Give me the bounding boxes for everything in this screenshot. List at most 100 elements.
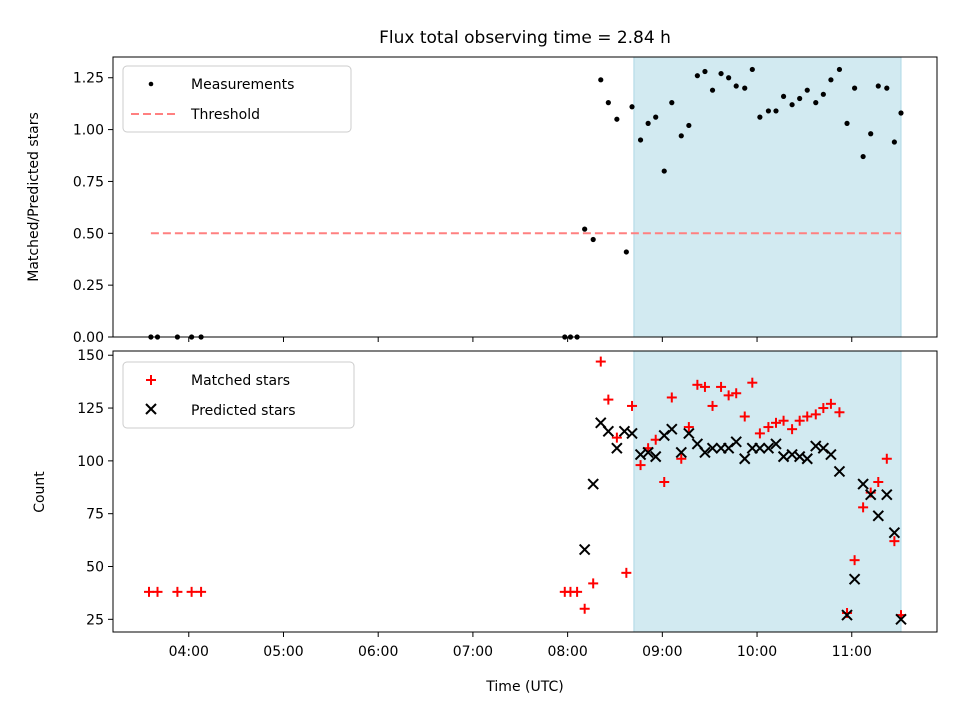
legend-measurements-label: Measurements — [191, 77, 294, 93]
matched-star-point — [588, 578, 599, 589]
measurement-point — [828, 77, 834, 83]
measurement-point — [686, 122, 692, 129]
measurement-point — [868, 131, 874, 137]
x-tick-label: 06:00 — [358, 644, 398, 660]
measurement-point — [765, 108, 772, 114]
matched-star-point — [849, 555, 860, 566]
bottom-observing-window-shade — [633, 350, 902, 633]
measurement-point — [733, 83, 739, 89]
predicted-star-point — [841, 609, 853, 621]
matched-star-point — [770, 417, 781, 428]
measurement-point — [709, 87, 716, 93]
matched-star-point — [143, 586, 154, 597]
measurement-point — [623, 249, 629, 255]
legend-matched-label: Matched stars — [191, 373, 290, 389]
predicted-star-point — [611, 442, 623, 454]
matched-star-point — [186, 586, 197, 597]
legend-threshold-label: Threshold — [190, 107, 260, 123]
bottom-y-tick-label: 75 — [86, 507, 104, 523]
bottom-panel: 25 50 75 100 125 150 04:00 05:00 06:00 07:00 08:00… — [32, 348, 938, 695]
predicted-star-point — [739, 453, 751, 465]
predicted-star-point — [777, 450, 790, 463]
x-tick-label: 09:00 — [642, 644, 682, 660]
matched-star-point — [572, 586, 583, 597]
predicted-star-point — [888, 526, 901, 539]
bottom-y-tick-label: 25 — [86, 612, 104, 628]
measurement-point — [598, 77, 604, 83]
measurement-point — [726, 75, 732, 81]
matched-star-point — [676, 453, 687, 464]
predicted-star-point — [706, 442, 719, 454]
predicted-star-point — [675, 446, 687, 459]
predicted-star-point — [730, 436, 742, 448]
matched-star-point — [794, 415, 805, 426]
x-tick-label: 11:00 — [832, 644, 872, 660]
predicted-star-point — [683, 427, 695, 440]
top-panel: 0.00 0.25 0.50 0.75 1.00 1.25 Matched/Predict… — [26, 56, 938, 346]
predicted-star-point — [881, 488, 893, 501]
matched-star-point — [739, 411, 750, 422]
top-y-tick-label: 0.25 — [73, 278, 104, 294]
measurement-point — [702, 68, 708, 75]
measurement-point — [820, 91, 826, 97]
x-tick-label: 07:00 — [453, 644, 493, 660]
measurement-point — [614, 116, 620, 122]
matched-star-point — [692, 379, 703, 390]
bottom-y-tick-label: 100 — [77, 454, 104, 470]
predicted-star-point — [666, 423, 678, 435]
matched-star-point — [621, 567, 632, 578]
x-tick-label: 10:00 — [737, 644, 777, 660]
matched-star-point — [196, 586, 207, 597]
matched-star-point — [152, 586, 163, 597]
x-tick-label: 08:00 — [547, 644, 587, 660]
bottom-panel-frame — [112, 350, 938, 633]
measurement-point — [605, 100, 611, 106]
matched-star-point — [659, 476, 670, 487]
top-y-tick-label: 0.75 — [73, 174, 104, 190]
predicted-star-point — [825, 448, 837, 461]
measurement-point — [773, 108, 779, 114]
measurement-point — [804, 87, 810, 93]
bottom-y-tick-label: 150 — [77, 348, 104, 364]
matched-star-point — [787, 424, 798, 435]
predicted-star-point — [801, 453, 813, 465]
bottom-y-tick-label: 125 — [77, 401, 104, 417]
legend-matched-marker — [146, 375, 156, 385]
measurement-point — [844, 120, 850, 126]
bottom-y-tick-label: 50 — [86, 560, 104, 576]
top-y-axis-label: Matched/Predicted stars — [26, 112, 42, 282]
predicted-star-point — [649, 450, 662, 463]
predicted-star-point — [699, 446, 711, 459]
measurement-point — [678, 133, 684, 139]
x-tick-label: 04:00 — [169, 644, 209, 660]
top-y-tick-label: 1.25 — [73, 71, 104, 87]
matched-star-point — [858, 502, 869, 513]
bottom-y-axis-label: Count — [32, 471, 48, 513]
matched-star-point — [699, 381, 710, 392]
top-y-tick-label: 1.00 — [73, 123, 104, 139]
x-tick-label: 05:00 — [263, 644, 303, 660]
predicted-star-point — [833, 465, 846, 478]
matched-star-point — [627, 400, 638, 411]
top-legend: Measurements Threshold — [122, 65, 352, 133]
matched-star-point — [802, 411, 813, 422]
x-axis-label: Time (UTC) — [485, 679, 563, 695]
predicted-star-point — [770, 438, 782, 450]
matched-star-point — [579, 603, 590, 614]
measurement-point — [582, 226, 588, 232]
measurement-point — [637, 137, 644, 143]
matched-star-point — [818, 403, 829, 414]
measurement-point — [590, 236, 596, 243]
top-y-tick-label: 0.00 — [73, 330, 104, 346]
legend-predicted-label: Predicted stars — [191, 403, 296, 419]
measurement-point — [780, 93, 787, 100]
predicted-star-point — [626, 427, 638, 440]
matched-star-point — [707, 400, 718, 411]
matched-star-point — [683, 422, 694, 433]
measurement-point — [629, 104, 635, 110]
measurement-point — [661, 168, 667, 174]
bottom-legend: Matched stars Predicted stars — [122, 361, 355, 429]
bottom-legend-box — [122, 361, 355, 429]
matched-star-point — [754, 428, 765, 439]
measurement-point — [898, 110, 904, 116]
